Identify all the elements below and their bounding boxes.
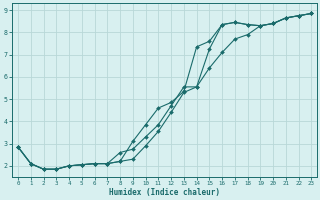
X-axis label: Humidex (Indice chaleur): Humidex (Indice chaleur) bbox=[108, 188, 220, 197]
